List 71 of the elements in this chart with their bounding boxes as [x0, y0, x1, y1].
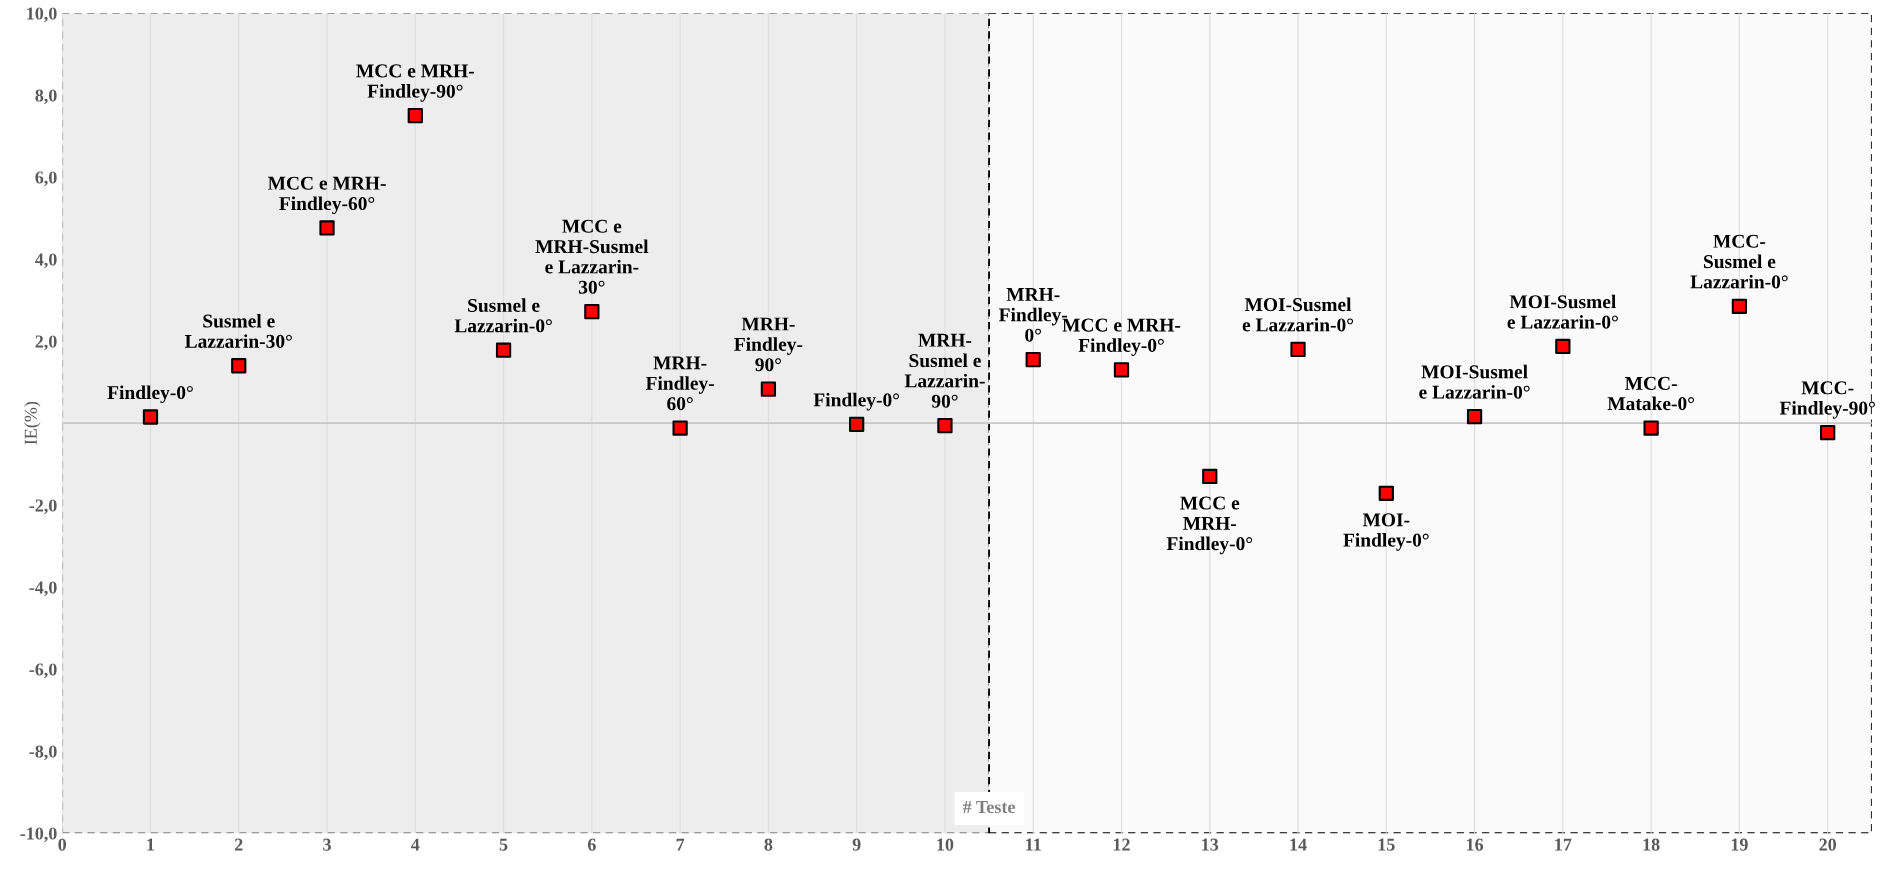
x-tick-label: 16 [1467, 838, 1484, 851]
annotation: Susmel e Lazzarin-0° [454, 298, 552, 333]
annotation: MCC- Matake-0° [1607, 376, 1695, 411]
y-tick-label: -8,0 [29, 745, 57, 761]
point [407, 108, 423, 124]
y-tick-label: 2,0 [35, 335, 57, 351]
x-tick-label: 14 [1290, 838, 1307, 851]
x-tick-label: 11 [1026, 838, 1041, 851]
annotation: MCC e MRH- Findley-0° [1166, 496, 1253, 555]
point [937, 417, 953, 434]
x-tick-label: 18 [1643, 838, 1660, 851]
annotation: MRH- Findley- 60° [645, 356, 714, 411]
point [231, 358, 247, 374]
x-tick-label: 9 [852, 838, 861, 851]
y-tick-label: -2,0 [29, 499, 57, 515]
point [1113, 362, 1130, 378]
point [849, 416, 865, 433]
y-axis-title: IE(%) [24, 401, 41, 445]
point [1378, 485, 1394, 501]
annotation: MCC e MRH-Susmel e Lazzarin- 30° [535, 219, 649, 294]
point [1202, 468, 1218, 485]
annotation: MOI-Susmel e Lazzarin-0° [1242, 297, 1354, 332]
y-tick-label: 4,0 [35, 253, 57, 269]
annotation: MOI-Susmel e Lazzarin-0° [1507, 294, 1618, 329]
x-tick-label: 6 [587, 838, 596, 851]
y-tick-label: 6,0 [35, 171, 57, 187]
point [142, 409, 159, 425]
y-tick-label: -10,0 [20, 827, 57, 843]
x-tick-label: 17 [1555, 838, 1572, 851]
x-tick-label: 7 [676, 838, 685, 851]
x-tick-label: 3 [323, 838, 331, 851]
annotation: Findley-0° [813, 392, 900, 411]
point [495, 342, 512, 358]
x-tick-label: 12 [1113, 838, 1130, 851]
point [760, 381, 777, 397]
x-tick-label: 4 [411, 838, 420, 851]
annotation: MCC- Findley-90° [1779, 381, 1875, 419]
x-tick-label: 13 [1202, 838, 1219, 851]
point [1290, 341, 1306, 357]
point [1025, 351, 1041, 368]
x-axis-title: # Teste [962, 801, 1015, 814]
annotation: MCC e MRH- Findley-60° [267, 176, 386, 215]
annotation: MCC e MRH- Findley-90° [356, 64, 474, 102]
point [1466, 408, 1483, 425]
annotation: Susmel e Lazzarin-30° [184, 313, 292, 348]
x-tick-label: 2 [235, 838, 243, 851]
x-tick-label: 8 [764, 838, 773, 851]
point [1731, 298, 1748, 314]
point [584, 304, 600, 320]
x-tick-label: 19 [1731, 838, 1748, 851]
annotation: MOI-Susmel e Lazzarin-0° [1419, 364, 1530, 399]
x-tick-label: 10 [937, 838, 954, 851]
annotation: Findley-0° [107, 385, 193, 404]
x-tick-label: 5 [499, 838, 508, 851]
y-tick-label: 10,0 [27, 7, 57, 23]
annotation: MCC- Susmel e Lazzarin-0° [1690, 234, 1788, 289]
x-tick-label: 20 [1819, 838, 1837, 851]
annotation: MOI- Findley-0° [1343, 513, 1429, 551]
x-tick-label: 0 [58, 838, 67, 851]
y-tick-label: 8,0 [35, 89, 57, 105]
annotation: MRH- Findley- 90° [734, 317, 803, 372]
point [672, 420, 688, 436]
point [319, 220, 335, 236]
annotation: MRH- Susmel e Lazzarin- 90° [904, 333, 985, 408]
point [1820, 424, 1836, 441]
point [1643, 420, 1659, 436]
y-tick-label: -4,0 [29, 581, 57, 597]
x-tick-label: 15 [1378, 838, 1395, 851]
x-tick-label: 1 [147, 838, 155, 851]
point [1555, 338, 1571, 355]
y-tick-label: -6,0 [29, 663, 57, 679]
